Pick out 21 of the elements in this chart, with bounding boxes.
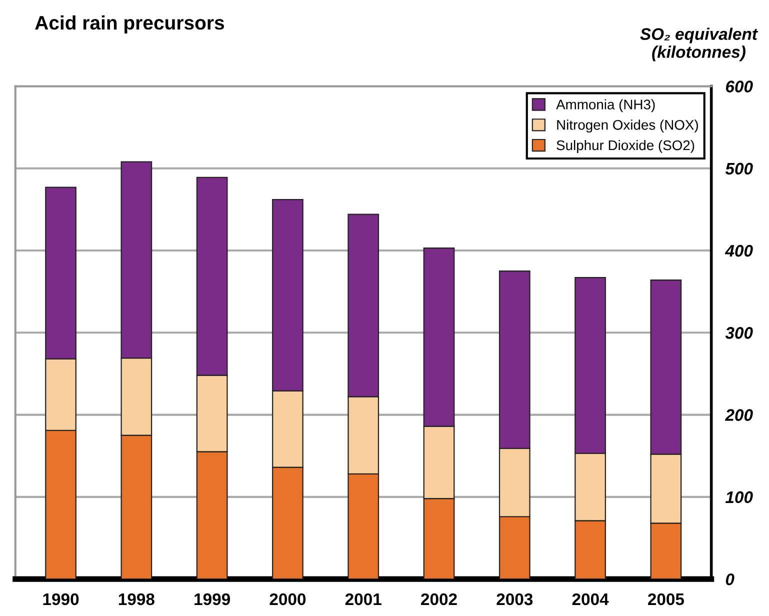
y-tick-label: 500 <box>725 162 753 175</box>
x-tick-label: 1999 <box>194 593 230 606</box>
legend-label: Sulphur Dioxide (SO2) <box>556 140 694 153</box>
legend-label: Nitrogen Oxides (NOX) <box>557 120 698 133</box>
x-tick-label: 1998 <box>118 593 154 606</box>
y-tick-label: 200 <box>724 409 753 421</box>
y-tick-label: 400 <box>724 244 753 257</box>
legend-label: Ammonia (NH3) <box>556 99 655 112</box>
y-tick-label: 300 <box>725 327 753 339</box>
x-tick-label: 2003 <box>496 593 533 606</box>
y-tick-label: 0 <box>726 573 734 586</box>
x-tick-label: 2002 <box>421 593 457 606</box>
x-tick-label: 2000 <box>270 593 306 606</box>
chart-title: Acid rain precursors <box>35 15 224 34</box>
y-tick-label: 600 <box>726 80 753 92</box>
y-axis-title: SO₂ equivalent (kilotonnes) <box>640 28 758 62</box>
x-tick-label: 2001 <box>345 593 382 606</box>
x-tick-label: 2004 <box>572 593 609 606</box>
x-tick-label: 1990 <box>43 593 79 606</box>
y-tick-label: 100 <box>725 491 753 504</box>
x-tick-label: 2005 <box>648 593 684 606</box>
